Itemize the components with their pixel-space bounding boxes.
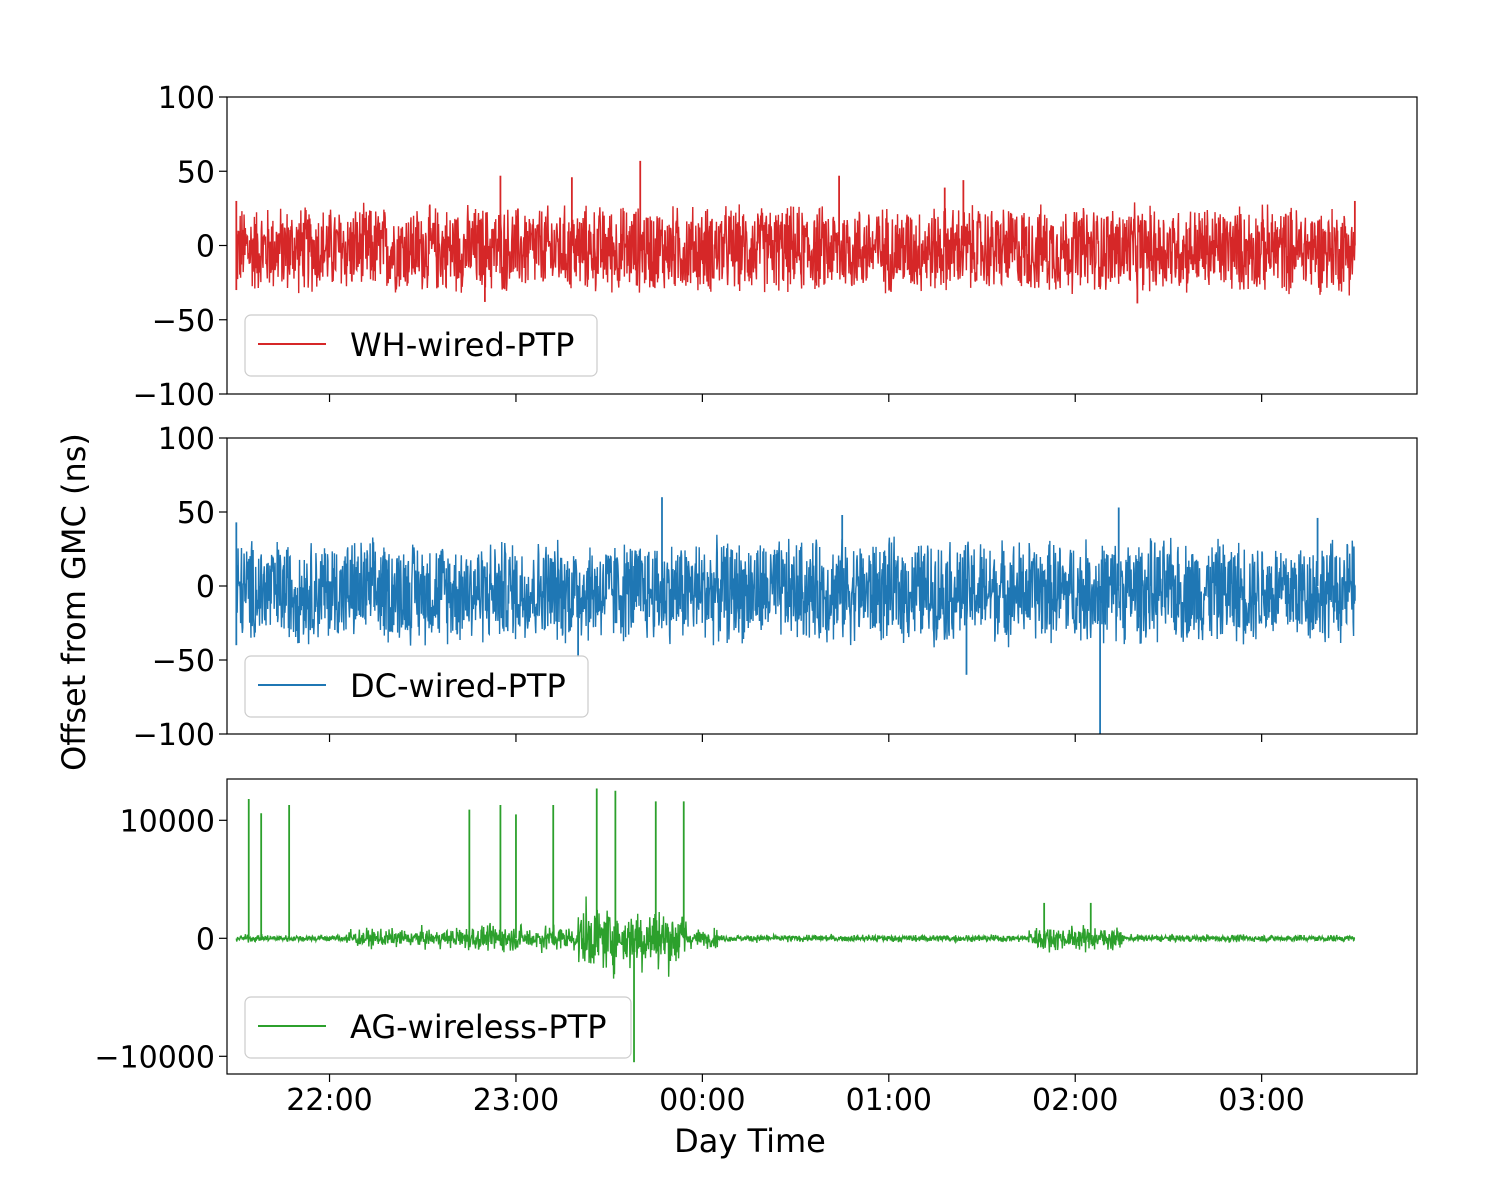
x-tick-label: 00:00 — [659, 1083, 745, 1118]
series-trace-WH-wired-PTP — [235, 202, 1356, 296]
y-tick-label: 100 — [158, 81, 215, 116]
plot-area — [235, 788, 1356, 1063]
y-tick-label: 0 — [196, 922, 215, 957]
x-ticks — [328, 734, 1263, 742]
x-ticks: 22:00 23:00 00:00 01:00 02:00 03:00 — [286, 1074, 1305, 1118]
series-trace-AG-wireless-PTP — [235, 896, 1356, 979]
legend: WH-wired-PTP — [244, 314, 598, 377]
x-tick-label: 02:00 — [1032, 1083, 1118, 1118]
x-ticks — [328, 394, 1263, 402]
y-tick-label: 50 — [177, 155, 215, 190]
axes-frame — [226, 778, 1418, 1075]
y-axis-label: Offset from GMC (ns) — [55, 433, 93, 771]
y-tick-label: −100 — [133, 378, 215, 413]
y-tick-label: 0 — [196, 230, 215, 265]
x-tick-label: 03:00 — [1218, 1083, 1304, 1118]
plot-area — [235, 497, 1356, 734]
y-tick-label: 10000 — [120, 804, 215, 839]
x-tick-label: 23:00 — [473, 1083, 559, 1118]
legend: AG-wireless-PTP — [244, 996, 632, 1059]
legend-label-ag-wireless: AG-wireless-PTP — [350, 1008, 606, 1046]
plot-area — [235, 160, 1356, 304]
panel-wh-wired: −100 −50 0 50 100 WH-wired-PTP — [133, 81, 1418, 413]
axes-frame — [226, 437, 1418, 735]
legend-box — [244, 996, 632, 1059]
legend-box — [244, 314, 598, 377]
y-tick-label: −50 — [152, 644, 215, 679]
legend: DC-wired-PTP — [244, 655, 589, 718]
y-ticks: −100 −50 0 50 100 — [133, 81, 227, 413]
y-tick-label: −10000 — [94, 1040, 215, 1075]
y-tick-label: 50 — [177, 496, 215, 531]
y-ticks: −100 −50 0 50 100 — [133, 422, 227, 753]
y-tick-label: 0 — [196, 570, 215, 605]
panel-ag-wireless: −10000 0 10000 22:00 23:00 00:00 01:00 02:00 03… — [94, 778, 1418, 1118]
y-tick-label: 100 — [158, 422, 215, 457]
y-tick-label: −100 — [133, 718, 215, 753]
panel-dc-wired: −100 −50 0 50 100 DC-wired-PTP — [133, 422, 1418, 753]
y-tick-label: −50 — [152, 304, 215, 339]
legend-label-wh-wired: WH-wired-PTP — [350, 326, 574, 364]
x-tick-label: 01:00 — [846, 1083, 932, 1118]
legend-label-dc-wired: DC-wired-PTP — [350, 667, 566, 705]
series-trace-DC-wired-PTP — [235, 534, 1356, 648]
x-tick-label: 22:00 — [286, 1083, 372, 1118]
y-ticks: −10000 0 10000 — [94, 804, 227, 1075]
x-axis-label: Day Time — [674, 1122, 826, 1160]
axes-frame — [226, 96, 1418, 395]
legend-box — [244, 655, 589, 718]
